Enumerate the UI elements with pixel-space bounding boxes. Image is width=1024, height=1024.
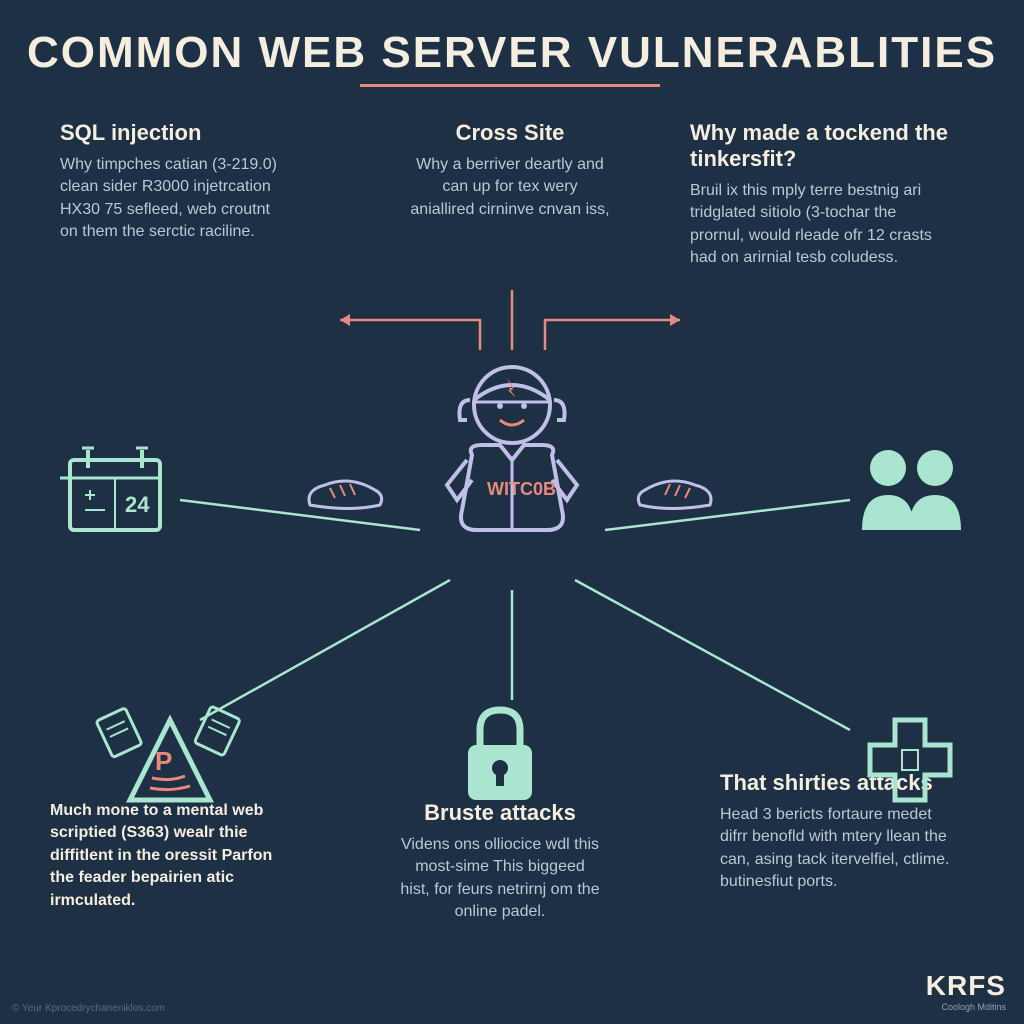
footer-credit: © Yeur Kprocedrychaneniklos.com (12, 1003, 165, 1014)
sql-title: SQL injection (60, 120, 280, 146)
section-scripted: Much mone to a mental web scriptied (S36… (50, 800, 290, 912)
lock-icon (450, 700, 550, 815)
footer-brand: KRFS Coologh Mditins (926, 970, 1006, 1012)
figure-label-right: C0B (520, 479, 556, 499)
sql-body: Why timpches catian (3-219.0) clean side… (60, 154, 280, 244)
tinkers-body: Bruil ix this mply terre bestnig ari tri… (690, 180, 950, 270)
funnel-icon: P (90, 700, 250, 815)
funnel-letter: P (155, 746, 172, 776)
bruste-body: Videns ons olliocice wdl this most-sime … (400, 834, 600, 924)
figure-label-left: WIT (487, 479, 520, 499)
cross-title: Cross Site (410, 120, 610, 146)
brand-logo: KRFS (926, 970, 1006, 1002)
cross-body: Why a berriver deartly and can up for te… (410, 154, 610, 221)
tinkers-title: Why made a tockend the tinkersfit? (690, 120, 950, 172)
section-cross: Cross Site Why a berriver deartly and ca… (410, 120, 610, 221)
section-tinkers: Why made a tockend the tinkersfit? Bruil… (690, 120, 950, 270)
section-bruste: Bruste attacks Videns ons olliocice wdl … (400, 800, 600, 924)
center-figure-icon: WIT C0B (412, 350, 612, 570)
scripted-body: Much mone to a mental web scriptied (S36… (50, 800, 290, 912)
page-title: COMMON WEB SERVER VULNERABLITIES (0, 28, 1024, 78)
title-underline (360, 84, 660, 87)
shoe-right-icon (630, 470, 720, 525)
brand-subtitle: Coologh Mditins (926, 1002, 1006, 1012)
medical-cross-icon (860, 710, 960, 815)
people-icon (850, 440, 970, 545)
shirties-body: Head 3 bericts fortaure medet difrr beno… (720, 804, 960, 894)
section-sql: SQL injection Why timpches catian (3-219… (60, 120, 280, 244)
calendar-icon: 24 (60, 440, 170, 545)
calendar-number: 24 (125, 492, 150, 517)
shoe-left-icon (300, 470, 390, 525)
